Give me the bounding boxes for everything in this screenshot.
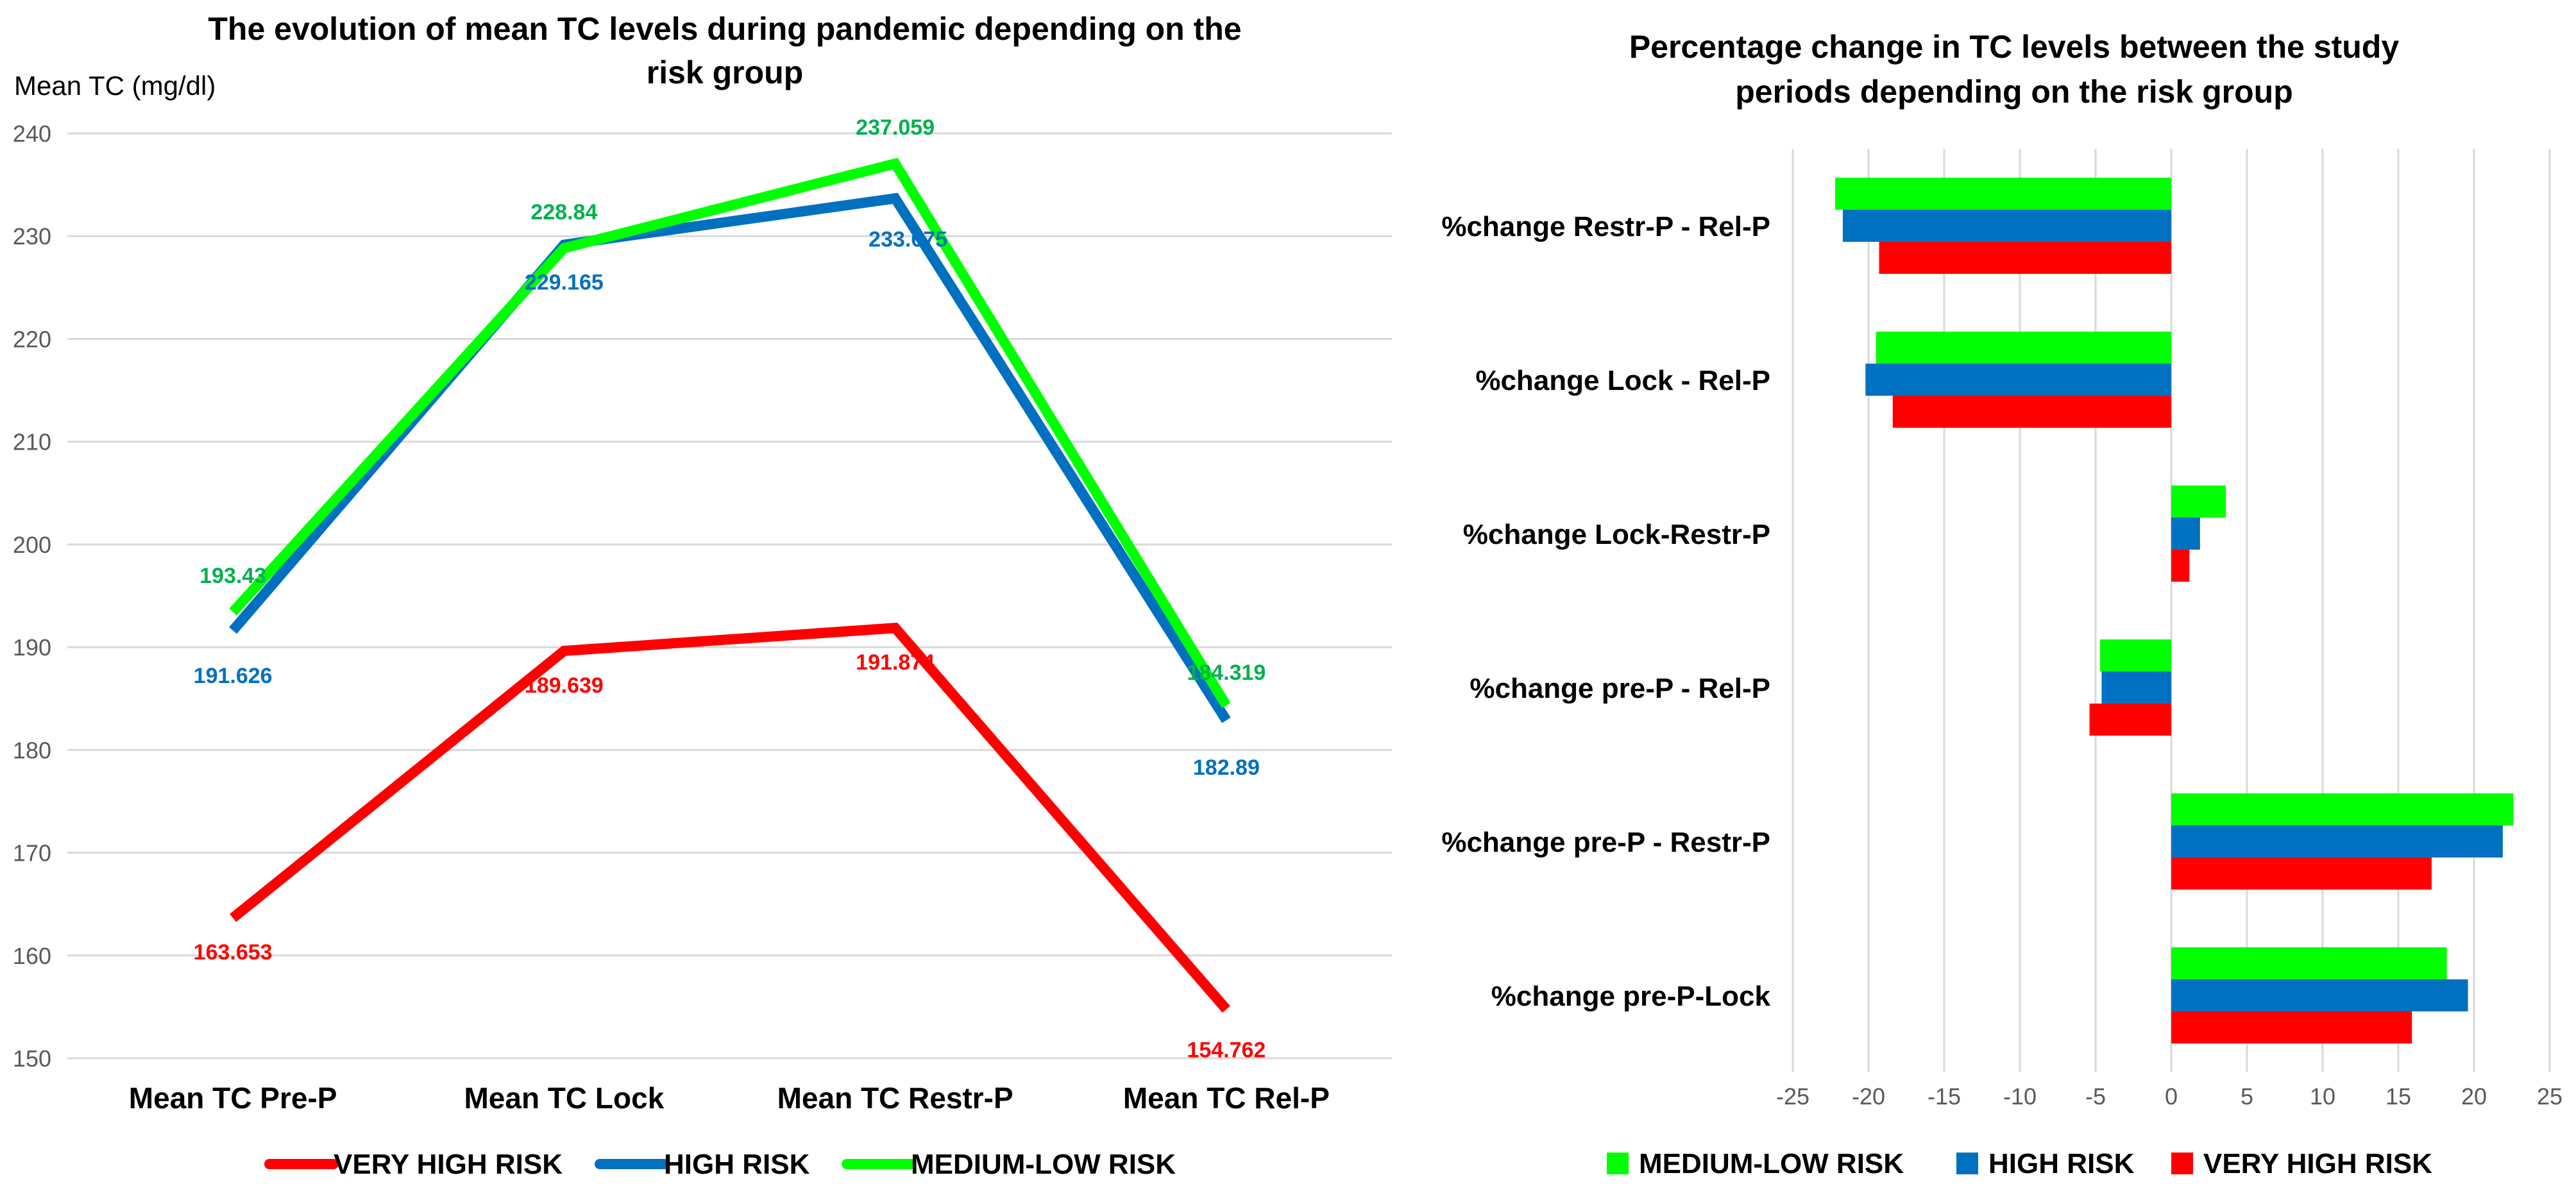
bar-chart-x-tick-label: -25 <box>1776 1083 1809 1110</box>
line-data-label-medium-low: 193.43 <box>199 564 266 588</box>
line-data-label-high: 229.165 <box>525 271 604 295</box>
bar-chart-x-tick-label: 15 <box>2385 1083 2411 1110</box>
line-data-label-medium-low: 237.059 <box>856 115 935 140</box>
line-chart-y-tick-label: 150 <box>13 1045 51 1072</box>
bar-very-high <box>2171 550 2190 582</box>
line-chart-title-line-2: risk group <box>647 55 803 90</box>
bar-high <box>1865 364 2171 396</box>
bar-chart-gridlines <box>1792 149 2551 1072</box>
bar-chart-title-line-2: periods depending on the risk group <box>1735 74 2292 110</box>
line-chart-y-tick-label: 190 <box>13 634 51 661</box>
bar-chart-x-tick-label: -20 <box>1852 1083 1885 1110</box>
bar-chart-x-tick-label: -5 <box>2085 1083 2106 1110</box>
bar-very-high <box>1892 396 2171 428</box>
line-chart-y-axis-label: Mean TC (mg/dl) <box>14 71 216 101</box>
bar-legend-label-very-high: VERY HIGH RISK <box>2203 1148 2432 1179</box>
line-chart-x-category-label: Mean TC Lock <box>464 1081 664 1115</box>
line-legend-label-very-high: VERY HIGH RISK <box>334 1149 563 1180</box>
bar-chart-category-label: %change Lock - Rel-P <box>1475 365 1770 396</box>
line-chart-x-category-label: Mean TC Pre-P <box>129 1081 337 1115</box>
line-chart-y-tick-label: 180 <box>13 737 51 763</box>
bar-chart-category-label: %change pre-P - Restr-P <box>1441 827 1770 858</box>
line-series-medium-low <box>229 157 1231 709</box>
line-data-label-medium-low: 184.319 <box>1187 661 1266 685</box>
bar-chart-category-label: %change Restr-P - Rel-P <box>1441 211 1770 242</box>
bar-chart-x-tick-label: -10 <box>2003 1083 2037 1110</box>
line-data-label-medium-low: 228.84 <box>530 200 597 224</box>
line-chart-y-tick-label: 220 <box>13 326 51 352</box>
bar-high <box>2171 979 2468 1011</box>
bar-high <box>1842 210 2171 242</box>
bar-chart-x-ticks: -25 -20 -15 -10 -5 0 5 10 15 20 25 <box>1776 1083 2563 1110</box>
line-data-label-high: 191.626 <box>194 664 273 688</box>
line-series-very-high <box>230 622 1230 1013</box>
bar-medium-low <box>1876 332 2171 364</box>
bar-chart-category-label: %change pre-P-Lock <box>1491 981 1771 1012</box>
line-data-label-high: 182.89 <box>1193 756 1260 780</box>
line-chart-y-tick-label: 240 <box>13 121 51 147</box>
bar-legend-label-high: HIGH RISK <box>1988 1148 2135 1179</box>
bar-chart-x-tick-label: 5 <box>2241 1083 2253 1110</box>
bar-legend-swatch-medium-low <box>1607 1153 1629 1174</box>
bar-medium-low <box>2100 639 2171 672</box>
line-chart-series <box>229 157 1231 1013</box>
line-legend-label-high: HIGH RISK <box>664 1149 810 1180</box>
bar-very-high <box>2171 1011 2412 1043</box>
line-chart-title-line-1: The evolution of mean TC levels during p… <box>208 11 1241 47</box>
bar-chart-x-tick-label: 25 <box>2537 1083 2563 1110</box>
bar-medium-low <box>1835 178 2171 210</box>
line-data-label-very-high: 163.653 <box>194 940 273 965</box>
line-chart-y-tick-label: 170 <box>13 840 51 866</box>
bar-medium-low <box>2171 793 2514 825</box>
bar-high <box>2171 825 2503 857</box>
bar-high <box>2171 518 2200 550</box>
bar-chart-x-tick-label: -15 <box>1928 1083 1961 1110</box>
line-data-label-very-high: 191.874 <box>856 650 935 675</box>
line-chart: The evolution of mean TC levels during p… <box>13 11 1392 1180</box>
bar-legend-swatch-very-high <box>2171 1153 2193 1174</box>
bar-medium-low <box>2171 947 2447 979</box>
bar-high <box>2101 672 2171 704</box>
line-chart-y-tick-label: 200 <box>13 532 51 558</box>
bar-legend-swatch-high <box>1956 1153 1978 1174</box>
bar-chart-y-categories: %change Restr-P - Rel-P %change Lock - Re… <box>1441 211 1770 1012</box>
bar-very-high <box>1879 242 2171 274</box>
line-chart-x-category-label: Mean TC Rel-P <box>1123 1081 1330 1115</box>
bar-very-high <box>2171 857 2432 890</box>
line-chart-y-ticks: 150 160 170 180 190 200 210 220 230 240 <box>13 121 51 1072</box>
line-chart-legend: VERY HIGH RISK HIGH RISK MEDIUM-LOW RISK <box>264 1149 1176 1180</box>
bar-medium-low <box>2171 486 2226 518</box>
bar-chart-x-tick-label: 0 <box>2165 1083 2178 1110</box>
line-chart-x-category-label: Mean TC Restr-P <box>777 1081 1013 1115</box>
line-chart-data-labels: 163.653 189.639 191.874 154.762 191.626 229.1… <box>194 115 1266 1063</box>
line-chart-y-tick-label: 160 <box>13 943 51 969</box>
bar-chart-category-label: %change pre-P - Rel-P <box>1470 673 1770 704</box>
bar-chart-x-tick-label: 10 <box>2310 1083 2335 1110</box>
line-data-label-high: 233.675 <box>869 227 947 251</box>
bar-chart-x-tick-label: 20 <box>2461 1083 2487 1110</box>
line-data-label-very-high: 189.639 <box>525 673 604 698</box>
bar-chart: Percentage change in TC levels between t… <box>1441 29 2563 1179</box>
bar-chart-category-label: %change Lock-Restr-P <box>1463 519 1770 550</box>
bar-chart-legend: MEDIUM-LOW RISK HIGH RISK VERY HIGH RISK <box>1607 1148 2432 1179</box>
line-chart-y-tick-label: 210 <box>13 429 51 455</box>
bar-legend-label-medium-low: MEDIUM-LOW RISK <box>1639 1148 1904 1179</box>
line-data-label-very-high: 154.762 <box>1187 1038 1266 1063</box>
line-legend-label-medium-low: MEDIUM-LOW RISK <box>911 1149 1176 1180</box>
bar-chart-title-line-1: Percentage change in TC levels between t… <box>1629 29 2400 65</box>
line-chart-x-categories: Mean TC Pre-P Mean TC Lock Mean TC Restr-P… <box>129 1081 1330 1115</box>
line-chart-y-tick-label: 230 <box>13 223 51 249</box>
bar-very-high <box>2089 704 2171 736</box>
bar-chart-bars <box>1835 178 2514 1043</box>
